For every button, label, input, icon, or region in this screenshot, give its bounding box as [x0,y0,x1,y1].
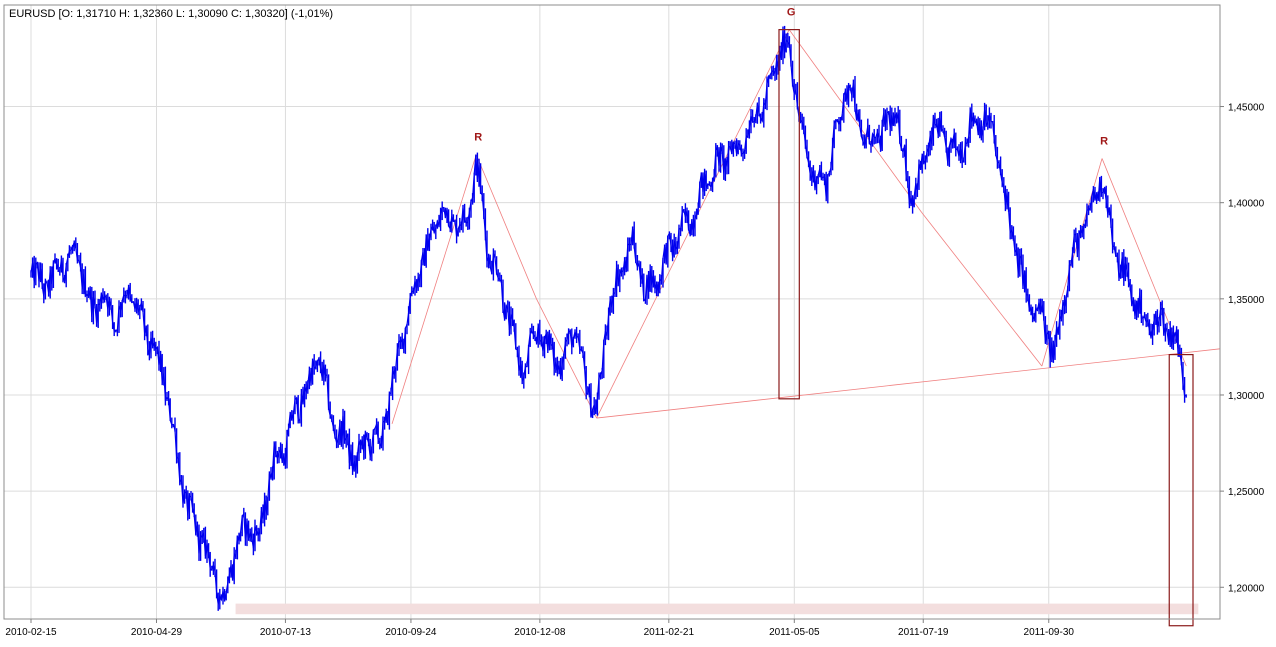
pattern-annotation-label: R [474,132,482,144]
x-tick-label: 2011-05-05 [769,627,820,638]
y-axis: 1,20000 1,25000 1,30000 1,35000 1,40000 1,450… [1220,103,1265,594]
y-tick-label: 1,35000 [1228,295,1265,306]
highlight-box [1168,353,1194,627]
symbol-header: EURUSD [O: 1,31710 H: 1,32360 L: 1,30090… [9,8,333,20]
price-series [30,25,1187,611]
highlight-boxes [778,29,1194,627]
pattern-segment [921,212,1043,367]
pattern-segment [788,29,922,213]
pattern-segment [391,154,477,424]
grid [4,5,1220,619]
x-tick-label: 2011-02-21 [644,627,695,638]
pattern-annotation-label: R [1100,135,1108,147]
pattern-annotation-label: G [787,7,796,19]
highlight-box [778,29,800,400]
y-tick-label: 1,25000 [1228,487,1265,498]
x-tick-label: 2011-09-30 [1024,627,1075,638]
plot-frame [3,4,1221,620]
x-tick-label: 2010-12-08 [514,627,566,638]
x-tick-label: 2010-02-15 [5,627,57,638]
y-tick-label: 1,20000 [1228,583,1265,594]
x-tick-label: 2010-04-29 [131,627,183,638]
y-tick-label: 1,40000 [1228,199,1265,210]
x-tick-label: 2011-07-19 [898,627,949,638]
x-axis: 2010-02-15 2010-04-29 2010-07-13 2010-09-24… [5,619,1074,638]
price-line [30,30,1187,605]
neckline [596,348,1221,419]
pattern-segment [475,154,537,299]
support-band-layer [235,603,1199,615]
y-tick-label: 1,30000 [1228,391,1265,402]
x-tick-label: 2010-07-13 [260,627,312,638]
annotations: R G R [474,7,1108,148]
support-band [235,603,1199,615]
y-tick-label: 1,45000 [1228,103,1265,114]
x-tick-label: 2010-09-24 [385,627,437,638]
